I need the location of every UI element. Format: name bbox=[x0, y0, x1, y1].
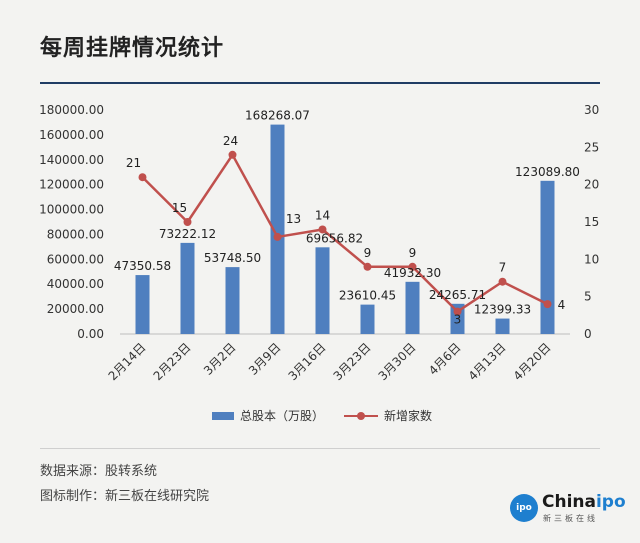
line-value-label: 4 bbox=[558, 298, 566, 312]
line-value-label: 3 bbox=[454, 313, 462, 327]
x-tick-label: 4月6日 bbox=[426, 340, 464, 378]
bar-value-label: 53748.50 bbox=[204, 251, 261, 265]
bar-value-label: 23610.45 bbox=[339, 289, 396, 303]
y-left-tick-label: 180000.00 bbox=[39, 103, 104, 117]
x-tick-label: 3月23日 bbox=[331, 340, 374, 383]
bar-5 bbox=[315, 247, 330, 334]
x-tick-label: 3月30日 bbox=[376, 340, 419, 383]
bar-value-label: 12399.33 bbox=[474, 303, 531, 317]
line-point-10 bbox=[543, 300, 552, 309]
maker-note: 图标制作：新三板在线研究院 bbox=[40, 489, 210, 504]
x-tick-label: 3月2日 bbox=[201, 340, 239, 378]
line-point-8 bbox=[453, 307, 462, 316]
line-value-label: 14 bbox=[315, 208, 330, 222]
y-left-tick-label: 100000.00 bbox=[39, 203, 104, 217]
line-value-label: 7 bbox=[499, 261, 507, 275]
y-left-tick-label: 160000.00 bbox=[39, 128, 104, 142]
y-left-tick-label: 60000.00 bbox=[47, 252, 104, 266]
bar-value-label: 168268.07 bbox=[245, 109, 310, 123]
bar-value-label: 73222.12 bbox=[159, 227, 216, 241]
line-series-path bbox=[141, 153, 549, 313]
bar-3 bbox=[225, 267, 240, 334]
bar-1 bbox=[135, 275, 150, 334]
chinaipo-logo: ipo Chinaipo 新三板在线 bbox=[510, 492, 626, 528]
x-tick-label: 4月20日 bbox=[511, 340, 554, 383]
footer-divider bbox=[40, 448, 600, 449]
legend-line-swatch bbox=[344, 410, 378, 422]
line-value-label: 21 bbox=[126, 156, 141, 170]
bar-9 bbox=[495, 318, 510, 334]
y-left-tick-label: 20000.00 bbox=[47, 302, 104, 316]
logo-subtitle: 新三板在线 bbox=[543, 514, 598, 523]
bar-value-label: 24265.71 bbox=[429, 288, 486, 302]
y-right-tick-label: 5 bbox=[584, 290, 592, 304]
line-point-2 bbox=[183, 218, 192, 226]
line-point-5 bbox=[318, 225, 327, 234]
x-tick-label: 4月13日 bbox=[466, 340, 509, 383]
x-tick-label: 2月14日 bbox=[106, 340, 149, 383]
y-left-tick-label: 120000.00 bbox=[39, 178, 104, 192]
y-left-tick-label: 80000.00 bbox=[47, 227, 104, 241]
source-note: 数据来源：股转系统 bbox=[40, 464, 158, 479]
bar-6 bbox=[360, 304, 375, 334]
legend-item-bar: 总股本（万股） bbox=[212, 407, 324, 424]
line-point-6 bbox=[363, 262, 372, 271]
title-divider bbox=[40, 82, 600, 84]
y-right-tick-label: 15 bbox=[584, 215, 599, 229]
line-point-4 bbox=[273, 232, 282, 241]
line-point-9 bbox=[498, 277, 507, 286]
line-value-label: 24 bbox=[223, 134, 238, 148]
bar-4 bbox=[270, 124, 285, 334]
bar-value-label: 41932.30 bbox=[384, 266, 441, 280]
line-value-label: 9 bbox=[409, 246, 417, 260]
bar-2 bbox=[180, 242, 195, 334]
logo-wordmark: Chinaipo bbox=[542, 492, 626, 512]
line-point-1 bbox=[138, 173, 147, 182]
bar-value-label: 123089.80 bbox=[515, 165, 580, 179]
line-value-label: 9 bbox=[364, 246, 372, 260]
y-right-tick-label: 30 bbox=[584, 103, 599, 117]
x-tick-label: 2月23日 bbox=[151, 340, 194, 383]
logo-badge-icon: ipo bbox=[510, 494, 538, 522]
page-title: 每周挂牌情况统计 bbox=[40, 36, 225, 61]
x-tick-label: 3月9日 bbox=[246, 340, 284, 378]
legend-item-line: 新增家数 bbox=[344, 407, 432, 424]
y-right-tick-label: 10 bbox=[584, 252, 599, 266]
bar-10 bbox=[540, 180, 555, 334]
line-value-label: 15 bbox=[172, 201, 187, 215]
y-right-tick-label: 20 bbox=[584, 178, 599, 192]
line-point-3 bbox=[228, 150, 237, 159]
y-right-tick-label: 25 bbox=[584, 140, 599, 154]
x-tick-label: 3月16日 bbox=[286, 340, 329, 383]
legend-bar-label: 总股本（万股） bbox=[240, 409, 325, 423]
line-point-7 bbox=[408, 262, 417, 271]
bar-7 bbox=[405, 281, 420, 334]
legend-line-label: 新增家数 bbox=[384, 409, 433, 423]
bar-value-label: 47350.58 bbox=[114, 259, 171, 273]
y-right-tick-label: 0 bbox=[584, 327, 592, 341]
legend-bar-swatch bbox=[212, 411, 234, 420]
chart-legend: 总股本（万股） 新增家数 bbox=[0, 407, 640, 429]
y-left-tick-label: 0.00 bbox=[77, 327, 104, 341]
combo-chart: 0.00 20000.00 40000.00 60000.00 80000.00 1000… bbox=[39, 103, 599, 383]
bar-value-label: 69656.82 bbox=[306, 231, 363, 245]
y-left-tick-label: 140000.00 bbox=[39, 153, 104, 167]
y-left-tick-label: 40000.00 bbox=[47, 277, 104, 291]
line-value-label: 13 bbox=[286, 212, 301, 226]
